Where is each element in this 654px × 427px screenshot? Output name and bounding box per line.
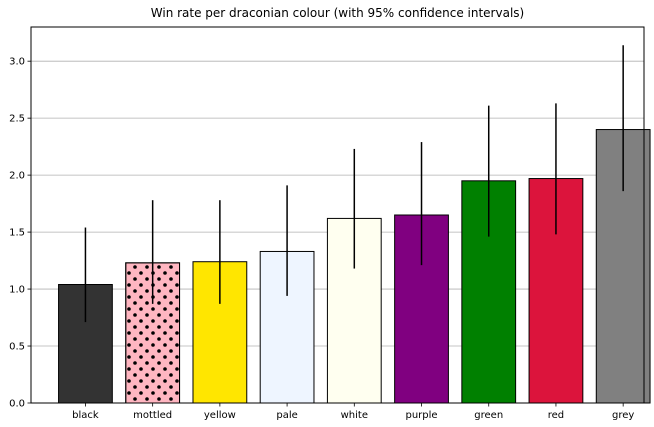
xtick-label-black: black	[72, 410, 99, 421]
xtick-label-pale: pale	[276, 410, 297, 421]
plot-frame	[30, 26, 645, 404]
xtick-label-yellow: yellow	[204, 410, 236, 421]
xtick-label-green: green	[474, 410, 503, 421]
xtick-label-white: white	[341, 410, 368, 421]
chart-title: Win rate per draconian colour (with 95% …	[151, 6, 524, 20]
xtick-label-red: red	[548, 410, 564, 421]
errorbar-layer	[84, 45, 624, 323]
axis-layer: 0.0 0.5 1.0 1.5 2.0 2.5 3.0 black mottled yellow p…	[9, 26, 645, 421]
ytick-label-2: 1.0	[9, 285, 25, 296]
ytick-label-1: 0.5	[9, 342, 25, 353]
ytick-label-0: 0.0	[9, 399, 25, 410]
ytick-label-3: 1.5	[9, 228, 25, 239]
ytick-label-4: 2.0	[9, 171, 25, 182]
xtick-label-grey: grey	[612, 410, 634, 421]
xtick-label-mottled: mottled	[133, 410, 172, 421]
ytick-label-6: 3.0	[9, 57, 25, 68]
xtick-label-purple: purple	[405, 410, 437, 421]
ytick-label-5: 2.5	[9, 114, 25, 125]
